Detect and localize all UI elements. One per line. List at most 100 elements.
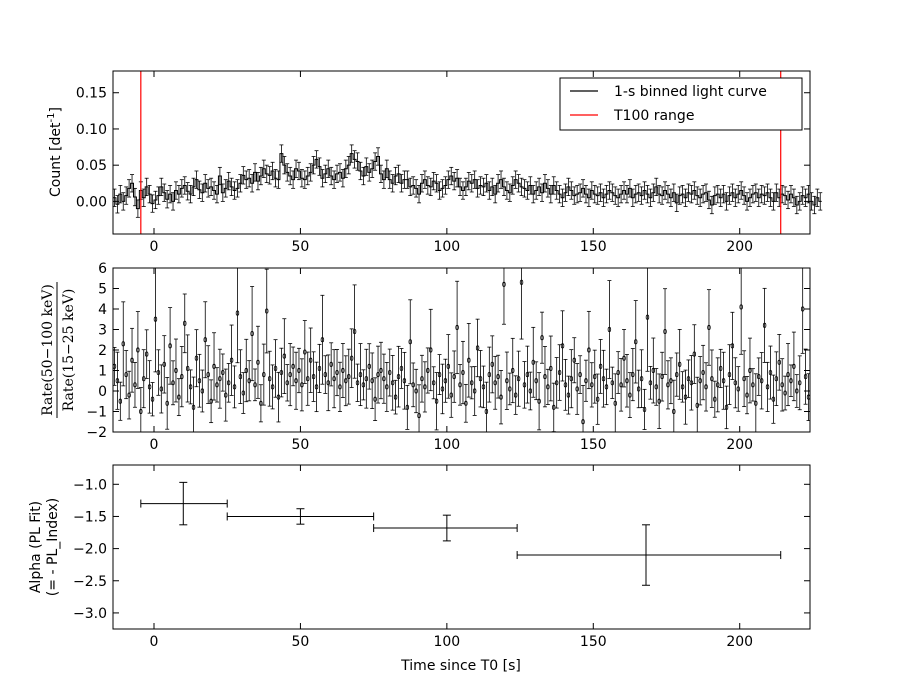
hardness-ratio-point bbox=[569, 349, 574, 409]
light-curve-error-bar bbox=[179, 179, 184, 198]
hardness-ratio-point bbox=[118, 381, 123, 421]
hardness-ratio-point bbox=[367, 343, 372, 390]
light-curve-error-bar bbox=[171, 192, 176, 211]
hardness-ratio-numerator: Rate(50−100 keV) bbox=[40, 284, 56, 416]
hardness-ratio-point bbox=[376, 345, 381, 404]
hardness-ratio-point bbox=[818, 367, 822, 415]
light-curve-ticks: 0 50 100 150 200 0.00 0.05 0.10 0.15 bbox=[76, 71, 810, 255]
light-curve-error-bar bbox=[235, 179, 240, 198]
hardness-ratio-point bbox=[797, 355, 802, 411]
hardness-ratio-point bbox=[780, 358, 785, 412]
hardness-ratio-point bbox=[349, 328, 354, 388]
light-curve-error-bar bbox=[525, 181, 530, 200]
hardness-ratio-point bbox=[296, 347, 301, 394]
hardness-ratio-point bbox=[279, 347, 284, 398]
hardness-ratio-point bbox=[619, 358, 624, 412]
hardness-ratio-point bbox=[384, 362, 389, 412]
light-curve-error-bar bbox=[317, 157, 322, 176]
light-curve-error-bar bbox=[253, 163, 258, 182]
alpha-marks bbox=[140, 481, 782, 586]
light-curve-error-bar bbox=[276, 170, 281, 189]
light-curve-error-bar bbox=[624, 185, 629, 204]
light-curve-error-bar bbox=[724, 192, 729, 211]
light-curve-error-bar bbox=[583, 185, 588, 204]
hardness-ratio-point bbox=[396, 345, 401, 408]
light-curve-error-bar bbox=[575, 185, 580, 204]
light-curve-error-bar bbox=[636, 183, 641, 202]
light-curve-error-bar bbox=[212, 181, 217, 200]
hardness-ratio-point bbox=[788, 364, 793, 397]
light-curve-error-bar bbox=[607, 181, 612, 200]
light-curve-error-bar bbox=[419, 174, 424, 193]
light-curve-error-bar bbox=[150, 194, 155, 213]
hardness-ratio-point bbox=[200, 369, 205, 413]
hardness-ratio-point bbox=[285, 364, 290, 402]
light-curve-error-bar bbox=[220, 183, 225, 202]
light-curve-error-bar bbox=[135, 199, 140, 218]
light-curve-x-tick-label: 0 bbox=[150, 239, 159, 255]
hardness-ratio-point bbox=[531, 326, 536, 398]
hardness-ratio-point bbox=[267, 350, 272, 407]
light-curve-error-bar bbox=[683, 188, 688, 207]
hardness-ratio-point bbox=[381, 353, 386, 404]
hardness-ratio-point bbox=[777, 334, 782, 391]
hardness-ratio-point bbox=[668, 357, 673, 405]
light-curve-error-bar bbox=[209, 177, 214, 197]
light-curve-error-bar bbox=[665, 185, 670, 204]
light-curve-error-bar bbox=[507, 183, 512, 202]
alpha-x-tick-label: 200 bbox=[726, 634, 753, 650]
light-curve-error-bar bbox=[458, 177, 463, 197]
light-curve-error-bar bbox=[384, 159, 389, 178]
light-curve-error-bar bbox=[537, 177, 542, 197]
hardness-ratio-point bbox=[282, 318, 287, 394]
light-curve-error-bar bbox=[238, 174, 243, 193]
light-curve-y-tick-label: 0.05 bbox=[76, 158, 107, 174]
hardness-ratio-point bbox=[636, 369, 641, 409]
hardness-ratio-point bbox=[598, 339, 603, 394]
light-curve-error-bar bbox=[343, 159, 348, 178]
hardness-ratio-point bbox=[736, 366, 741, 412]
hardness-ratio-point bbox=[323, 355, 328, 394]
hardness-ratio-point bbox=[525, 345, 530, 404]
light-curve-error-bar bbox=[188, 185, 193, 204]
hardness-ratio-point bbox=[150, 382, 155, 417]
hardness-ratio-point bbox=[821, 314, 825, 369]
light-curve-error-bar bbox=[499, 170, 504, 189]
light-curve-error-bar bbox=[159, 177, 164, 197]
alpha-ticks: 0 50 100 150 200 −3.0 −2.5 −2.0 −1.5 −1.0 bbox=[73, 465, 810, 650]
hardness-ratio-point bbox=[355, 363, 360, 402]
light-curve-error-bar bbox=[399, 174, 404, 193]
hardness-ratio-point bbox=[786, 343, 791, 407]
light-curve-error-bar bbox=[387, 170, 392, 189]
light-curve-error-bar bbox=[680, 185, 685, 204]
hardness-ratio-point bbox=[715, 357, 720, 413]
hardness-ratio-y-tick-label: 3 bbox=[98, 323, 107, 339]
hardness-ratio-panel: 0 50 100 150 200 −2 −1 0 1 2 3 4 5 6 Rate(50−100 keV)… bbox=[40, 261, 825, 453]
hardness-ratio-point bbox=[718, 348, 723, 388]
hardness-ratio-point bbox=[165, 376, 170, 430]
hardness-ratio-point bbox=[132, 362, 137, 408]
light-curve-error-bar bbox=[513, 170, 518, 189]
hardness-ratio-axes-frame bbox=[112, 267, 811, 433]
legend-box bbox=[559, 77, 803, 131]
light-curve-error-bar bbox=[786, 190, 791, 210]
hardness-ratio-point bbox=[695, 376, 700, 432]
hardness-ratio-point bbox=[124, 350, 129, 400]
hardness-ratio-point bbox=[545, 368, 550, 405]
light-curve-error-bar bbox=[750, 185, 755, 204]
hardness-ratio-marks bbox=[113, 268, 825, 432]
hardness-ratio-point bbox=[185, 334, 190, 403]
light-curve-error-bar bbox=[516, 174, 521, 193]
light-curve-error-bar bbox=[545, 179, 550, 198]
hardness-ratio-y-tick-label: 5 bbox=[98, 282, 107, 298]
light-curve-error-bar bbox=[270, 161, 275, 181]
light-curve-error-bar bbox=[405, 170, 410, 189]
light-curve-error-bar bbox=[153, 190, 158, 210]
light-curve-error-bar bbox=[510, 176, 515, 195]
light-curve-error-bar bbox=[440, 179, 445, 198]
hardness-ratio-point bbox=[756, 357, 761, 396]
light-curve-error-bar bbox=[686, 183, 691, 202]
light-curve-error-bar bbox=[141, 188, 146, 207]
hardness-ratio-point bbox=[337, 361, 342, 412]
